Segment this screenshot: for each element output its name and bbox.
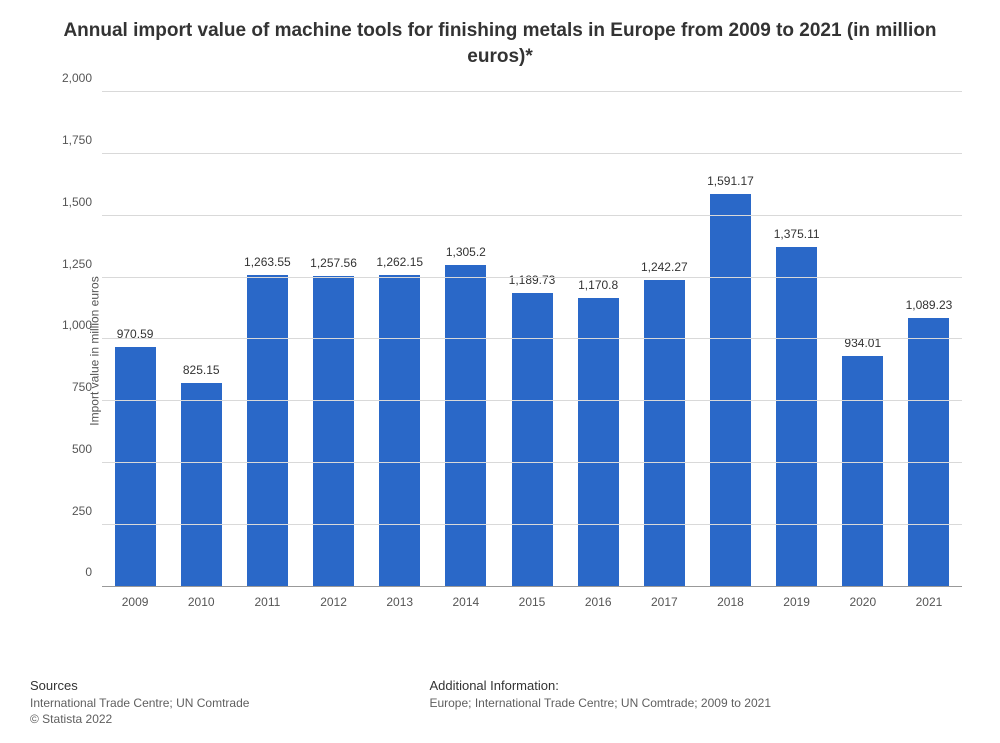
chart-area: Import value in million euros 970.59 825.… xyxy=(30,93,970,609)
y-tick-label: 1,000 xyxy=(62,318,92,332)
bar-value-label: 1,591.17 xyxy=(707,174,754,188)
bar-slot: 1,189.73 xyxy=(499,93,565,586)
grid-line xyxy=(102,153,962,154)
grid-line xyxy=(102,524,962,525)
bar-slot: 970.59 xyxy=(102,93,168,586)
bar: 1,263.55 xyxy=(247,275,288,586)
additional-line: Europe; International Trade Centre; UN C… xyxy=(429,695,771,711)
plot-area: 970.59 825.15 1,263.55 1,257.56 1,262.15 1,30… xyxy=(102,93,962,587)
grid-line xyxy=(102,215,962,216)
grid-line xyxy=(102,277,962,278)
bar-value-label: 1,262.15 xyxy=(376,255,423,269)
sources-heading: Sources xyxy=(30,678,249,693)
bar-slot: 1,262.15 xyxy=(367,93,433,586)
bar-value-label: 1,170.8 xyxy=(578,278,618,292)
x-axis-ticks: 2009201020112012201320142015201620172018… xyxy=(102,587,962,609)
x-tick-label: 2019 xyxy=(764,587,830,609)
x-tick-label: 2009 xyxy=(102,587,168,609)
bar-slot: 1,375.11 xyxy=(764,93,830,586)
bars-container: 970.59 825.15 1,263.55 1,257.56 1,262.15 1,30… xyxy=(102,93,962,586)
bar: 825.15 xyxy=(181,383,222,586)
y-tick-label: 250 xyxy=(72,504,92,518)
bar-slot: 1,257.56 xyxy=(300,93,366,586)
grid-line xyxy=(102,400,962,401)
x-tick-label: 2016 xyxy=(565,587,631,609)
bar-value-label: 1,257.56 xyxy=(310,256,357,270)
additional-heading: Additional Information: xyxy=(429,678,771,693)
bar-value-label: 1,263.55 xyxy=(244,255,291,269)
x-tick-label: 2015 xyxy=(499,587,565,609)
y-tick-label: 500 xyxy=(72,442,92,456)
x-tick-label: 2010 xyxy=(168,587,234,609)
x-tick-label: 2013 xyxy=(367,587,433,609)
y-tick-label: 0 xyxy=(85,565,92,579)
bar: 934.01 xyxy=(842,356,883,586)
copyright-line: © Statista 2022 xyxy=(30,711,249,727)
x-tick-label: 2020 xyxy=(830,587,896,609)
x-tick-label: 2017 xyxy=(631,587,697,609)
bar-slot: 934.01 xyxy=(830,93,896,586)
bar-slot: 1,089.23 xyxy=(896,93,962,586)
bar-value-label: 825.15 xyxy=(183,363,220,377)
x-tick-label: 2018 xyxy=(697,587,763,609)
chart-footer: Sources International Trade Centre; UN C… xyxy=(30,678,970,727)
y-tick-label: 1,750 xyxy=(62,133,92,147)
bar-slot: 1,305.2 xyxy=(433,93,499,586)
grid-line xyxy=(102,91,962,92)
bar-slot: 1,170.8 xyxy=(565,93,631,586)
y-axis-label: Import value in million euros xyxy=(88,277,102,426)
grid-line xyxy=(102,462,962,463)
bar-value-label: 1,305.2 xyxy=(446,245,486,259)
chart-title: Annual import value of machine tools for… xyxy=(0,0,1000,75)
bar-value-label: 1,375.11 xyxy=(774,227,820,241)
sources-block: Sources International Trade Centre; UN C… xyxy=(30,678,249,727)
additional-info-block: Additional Information: Europe; Internat… xyxy=(429,678,771,727)
bar-slot: 1,263.55 xyxy=(234,93,300,586)
grid-line xyxy=(102,338,962,339)
x-tick-label: 2012 xyxy=(300,587,366,609)
bar-value-label: 1,189.73 xyxy=(509,273,556,287)
bar: 1,189.73 xyxy=(512,293,553,586)
bar: 1,591.17 xyxy=(710,194,751,586)
y-tick-label: 1,250 xyxy=(62,257,92,271)
x-tick-label: 2011 xyxy=(234,587,300,609)
x-tick-label: 2021 xyxy=(896,587,962,609)
sources-line: International Trade Centre; UN Comtrade xyxy=(30,695,249,711)
bar-value-label: 1,089.23 xyxy=(906,298,953,312)
y-tick-label: 1,500 xyxy=(62,195,92,209)
bar-slot: 825.15 xyxy=(168,93,234,586)
bar: 1,375.11 xyxy=(776,247,817,586)
bar: 1,089.23 xyxy=(908,318,949,586)
bar: 1,257.56 xyxy=(313,276,354,586)
bar-slot: 1,591.17 xyxy=(697,93,763,586)
bar: 1,242.27 xyxy=(644,280,685,586)
bar: 970.59 xyxy=(115,347,156,586)
bar-value-label: 1,242.27 xyxy=(641,260,688,274)
bar: 1,262.15 xyxy=(379,275,420,586)
x-tick-label: 2014 xyxy=(433,587,499,609)
bar: 1,170.8 xyxy=(578,298,619,587)
y-tick-label: 750 xyxy=(72,380,92,394)
bar: 1,305.2 xyxy=(445,265,486,587)
bar-slot: 1,242.27 xyxy=(631,93,697,586)
y-tick-label: 2,000 xyxy=(62,71,92,85)
